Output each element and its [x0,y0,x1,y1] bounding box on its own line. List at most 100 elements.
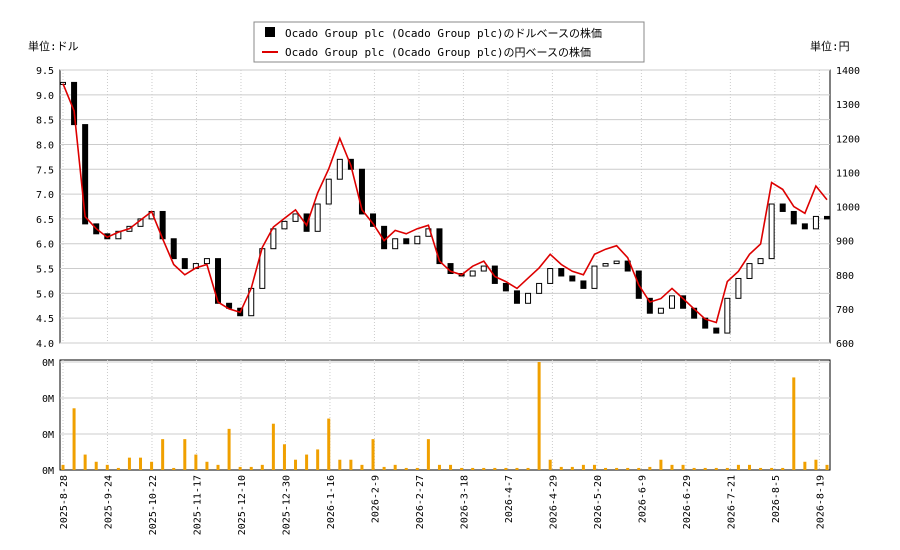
usd-candle [668,295,675,309]
volume-tick-label: 0M [42,466,54,477]
volume-bar [205,461,209,470]
usd-candle [215,258,222,304]
volume-bar [803,461,807,470]
volume-bar [604,467,608,470]
volume-bar [150,461,154,470]
right-tick-label: 1400 [836,66,860,77]
volume-bar [759,467,763,470]
usd-candle [569,275,576,282]
date-tick-label: 2026-6-29 [682,475,693,529]
volume-bar [382,466,386,470]
volume-bar [460,467,464,470]
date-tick-label: 2026-8-19 [815,475,826,529]
volume-bar [172,467,176,470]
usd-candle [779,203,786,212]
volume-bar [526,467,530,470]
left-tick-label: 7.5 [36,165,54,176]
volume-bar [360,464,364,470]
usd-candle [392,238,399,250]
volume-bar [615,467,619,470]
volume-bar [825,464,829,470]
volume-bar [338,459,342,470]
usd-candle [558,268,565,277]
volume-tick-label: 0M [42,430,54,441]
volume-bar [437,464,441,470]
volume-bar [249,466,253,470]
volume-bar [260,464,264,470]
left-tick-label: 4.5 [36,314,54,325]
left-tick-label: 8.0 [36,140,54,151]
legend: Ocado Group plc (Ocado Group plc)のドルベースの… [253,21,645,63]
usd-candle [181,258,188,270]
volume-bar [504,467,508,470]
volume-bar [659,459,663,470]
volume-bar [770,467,774,470]
usd-candle [513,290,520,304]
left-tick-label: 4.0 [36,339,54,350]
usd-candle [536,282,543,294]
date-tick-label: 2025-10-22 [148,475,159,535]
volume-bar [183,439,187,470]
volume-bar [493,467,497,470]
usd-candle [824,215,830,220]
usd-candle [358,168,365,215]
volume-bar [105,464,109,470]
left-tick-label: 6.0 [36,240,54,251]
usd-candle [602,263,609,267]
volume-bar [670,464,674,470]
volume-bar [194,454,198,470]
left-tick-label: 6.5 [36,215,54,226]
usd-candle [281,220,288,230]
date-tick-label: 2026-6-9 [637,475,648,523]
volume-bar [681,464,685,470]
left-tick-label: 9.5 [36,66,54,77]
date-tick-label: 2026-8-5 [771,475,782,523]
left-tick-label: 8.5 [36,116,54,127]
date-tick-label: 2026-4-29 [548,475,559,529]
usd-candle [735,277,742,299]
volume-bar [72,408,76,470]
date-tick-label: 2025-9-24 [103,475,114,529]
volume-bar [714,467,718,470]
usd-candle [624,260,631,272]
date-tick-label: 2026-3-18 [459,475,470,529]
jpy-legend-label: Ocado Group plc (Ocado Group plc)の円ベースの株… [285,45,591,59]
date-tick-label: 2025-8-28 [59,475,70,529]
usd-candle [314,203,321,232]
volume-bar [327,418,331,470]
volume-bar [626,467,630,470]
usd-candle [325,178,332,205]
usd-candle [414,235,421,245]
usd-candle [713,327,720,334]
volume-bar [316,449,320,470]
volume-bar [294,459,298,470]
left-tick-label: 5.5 [36,265,54,276]
right-tick-label: 1200 [836,134,860,145]
date-tick-label: 2025-12-10 [237,475,248,535]
volume-bar [282,444,286,470]
volume-bar [216,464,220,470]
usd-candle [292,213,299,222]
volume-bar [482,467,486,470]
volume-bar [94,461,98,470]
date-tick-label: 2025-12-30 [281,475,292,535]
usd-candle [790,210,797,225]
left-axis-unit: 単位:ドル [28,39,79,53]
usd-candle [801,223,808,230]
volume-bar [127,457,131,470]
price-plot-frame [59,69,831,344]
right-tick-label: 900 [836,237,854,248]
volume-bar [238,466,242,470]
usd-candle [724,297,731,334]
usd-candle [469,270,476,277]
volume-bar [736,464,740,470]
right-tick-label: 1100 [836,168,860,179]
usd-candle [336,158,343,180]
volume-bar [349,459,353,470]
volume-bar [747,464,751,470]
volume-bar [139,457,143,470]
volume-bar [393,464,397,470]
volume-bar [371,439,375,470]
volume-plot-frame [59,359,831,471]
